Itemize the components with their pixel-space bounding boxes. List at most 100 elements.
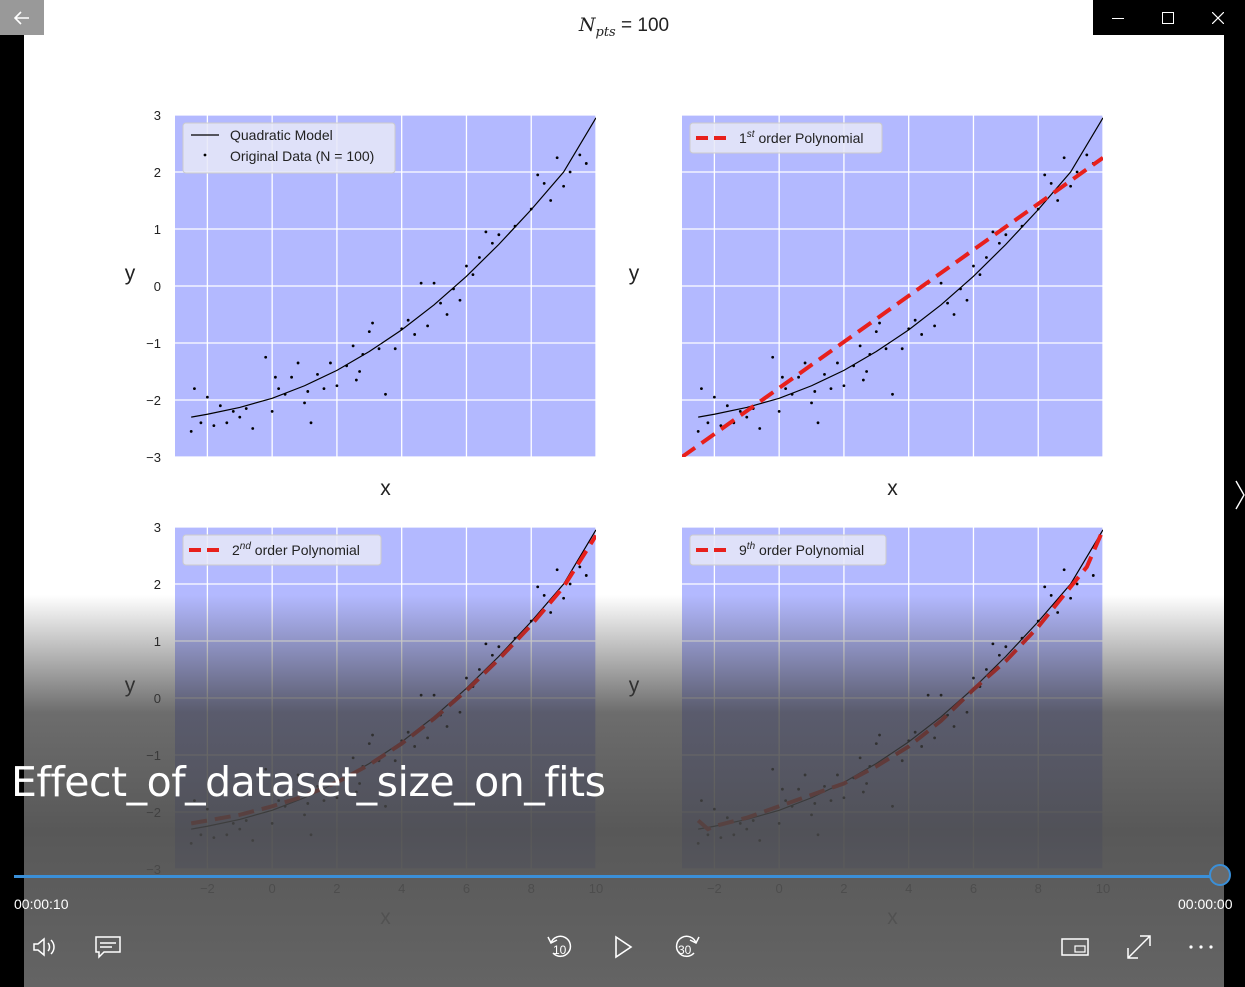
data-point (335, 384, 339, 388)
close-button[interactable] (1193, 0, 1243, 35)
data-point (900, 347, 904, 351)
data-point (926, 693, 930, 697)
data-point (445, 313, 449, 316)
data-point (199, 833, 203, 837)
data-point (738, 822, 742, 825)
volume-button[interactable] (30, 932, 60, 962)
data-point (829, 387, 833, 390)
data-point (696, 429, 700, 433)
data-point (277, 387, 281, 390)
x-tick-label: 0 (269, 881, 276, 896)
more-icon (1189, 945, 1213, 949)
y-tick-label: −3 (146, 450, 161, 465)
seek-bar[interactable] (14, 875, 1221, 878)
data-point (306, 390, 310, 393)
back-button[interactable] (0, 0, 44, 35)
data-point (497, 233, 501, 237)
seek-thumb[interactable] (1209, 864, 1231, 886)
y-tick-label: 0 (154, 279, 161, 294)
x-axis-label: x (380, 477, 391, 500)
data-point (1062, 568, 1066, 572)
data-point (384, 392, 387, 396)
data-point (231, 410, 235, 413)
data-point (874, 742, 878, 745)
data-point (419, 693, 423, 697)
data-point (199, 421, 203, 425)
data-point (484, 642, 488, 646)
captions-button[interactable] (93, 932, 123, 962)
data-point (991, 642, 995, 646)
data-point (700, 387, 703, 390)
next-button[interactable] (1234, 480, 1245, 515)
data-point (351, 344, 355, 348)
data-point (777, 410, 781, 413)
data-point (426, 736, 429, 740)
data-point (432, 281, 436, 285)
data-point (965, 298, 969, 302)
data-point (270, 822, 274, 825)
legend-box (689, 122, 883, 154)
data-point (367, 330, 371, 333)
data-point (933, 736, 936, 740)
data-point (861, 790, 865, 794)
skip-back-button[interactable]: 10 (544, 930, 576, 962)
data-point (426, 324, 429, 328)
data-point (1069, 596, 1073, 600)
maximize-button[interactable] (1143, 0, 1193, 35)
legend-label-data: Original Data (N = 100) (230, 148, 374, 164)
minimize-button[interactable] (1093, 0, 1143, 35)
y-axis-label: y (629, 262, 640, 285)
skip-forward-label: 30 (678, 943, 692, 957)
data-point (189, 429, 193, 433)
legend-box (689, 534, 887, 566)
data-point (478, 668, 481, 671)
data-point (1056, 199, 1060, 202)
more-button[interactable] (1186, 932, 1216, 962)
captions-icon (95, 936, 121, 959)
data-point (865, 370, 868, 373)
data-point (296, 361, 300, 365)
data-point (458, 710, 462, 714)
data-point (758, 839, 762, 842)
data-point (1091, 574, 1095, 577)
data-point (1069, 184, 1073, 188)
legend-marker-data (203, 153, 207, 157)
data-point (939, 693, 943, 697)
data-point (309, 421, 313, 425)
data-point (861, 378, 865, 382)
video-stage[interactable]: Npts = 100 −3 −2 −1 0 1 2 3 y x y −3 −2 −1 0 1 2 3 −2 0 2 4 6… (24, 0, 1224, 987)
data-point (991, 230, 995, 234)
play-button[interactable] (608, 932, 638, 962)
data-point (251, 427, 255, 430)
data-point (1049, 594, 1053, 597)
data-point (264, 355, 268, 359)
skip-forward-button[interactable]: 30 (671, 930, 703, 962)
data-point (952, 313, 956, 316)
data-point (797, 787, 800, 791)
data-point (549, 199, 553, 202)
mini-view-button[interactable] (1060, 932, 1090, 962)
data-point (810, 813, 813, 817)
fullscreen-button[interactable] (1124, 932, 1154, 962)
data-point (562, 184, 566, 188)
data-point (784, 387, 788, 390)
data-point (965, 710, 969, 714)
data-point (813, 390, 817, 393)
x-axis-label: x (380, 906, 391, 929)
data-point (1049, 182, 1053, 185)
data-point (205, 807, 209, 811)
data-point (946, 301, 949, 305)
y-tick-label: −2 (146, 805, 161, 820)
data-point (536, 585, 540, 589)
data-point (413, 333, 417, 336)
data-point (858, 344, 862, 348)
x-tick-label: 6 (463, 881, 470, 896)
data-point (751, 819, 755, 822)
data-point (439, 301, 442, 305)
x-tick-label: 8 (528, 881, 535, 896)
data-point (490, 653, 494, 657)
data-point (696, 841, 700, 845)
data-point (322, 387, 326, 390)
mini-view-icon (1061, 938, 1089, 956)
data-point (878, 733, 881, 737)
